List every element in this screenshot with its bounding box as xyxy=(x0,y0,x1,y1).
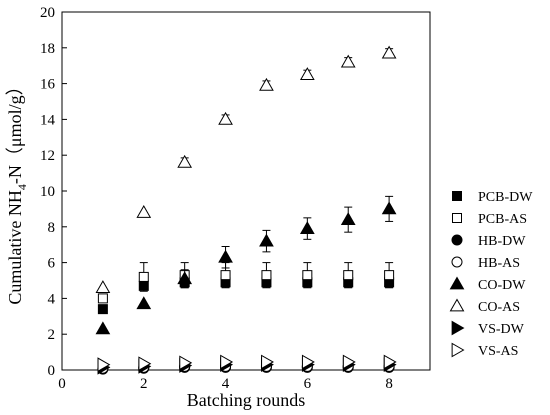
legend-item: CO-AS xyxy=(449,298,520,315)
legend-label: VS-AS xyxy=(478,344,518,359)
y-tick-label: 14 xyxy=(40,112,56,128)
data-point xyxy=(261,270,272,281)
legend-marker xyxy=(449,298,465,312)
legend-item: VS-AS xyxy=(451,342,518,359)
data-point xyxy=(138,271,149,282)
legend-label: HB-DW xyxy=(478,234,526,249)
x-tick-label: 8 xyxy=(385,376,393,392)
legend-item: PCB-AS xyxy=(452,212,527,227)
legend-item: HB-AS xyxy=(451,256,520,271)
legend-item: VS-DW xyxy=(451,320,525,337)
data-point xyxy=(138,356,152,372)
y-axis-title-main: Cumulative NH xyxy=(5,190,25,305)
data-point xyxy=(340,212,356,226)
y-axis-title-tail: -N（μmol/g） xyxy=(5,77,25,184)
y-tick-label: 16 xyxy=(40,77,56,93)
legend-marker xyxy=(449,276,465,290)
series-co-as xyxy=(95,45,397,294)
legend-label: CO-AS xyxy=(478,300,520,315)
data-point xyxy=(259,77,274,91)
x-tick-label: 6 xyxy=(304,376,312,392)
data-point xyxy=(381,201,397,215)
legend-label: HB-AS xyxy=(478,256,520,271)
y-tick-label: 20 xyxy=(40,5,55,21)
series-vs-as xyxy=(97,354,397,372)
legend-marker xyxy=(451,256,463,268)
data-point xyxy=(97,304,108,315)
y-tick-label: 2 xyxy=(48,327,56,343)
y-axis-title-subscript: 4 xyxy=(15,184,29,190)
data-point xyxy=(302,270,313,281)
data-point xyxy=(220,354,234,370)
y-tick-label: 6 xyxy=(48,256,56,272)
legend-label: CO-DW xyxy=(478,278,526,293)
data-point xyxy=(383,354,397,370)
legend-marker xyxy=(452,191,462,201)
data-point xyxy=(381,45,397,59)
data-point xyxy=(218,111,233,125)
data-point xyxy=(261,354,274,370)
legend-marker xyxy=(452,213,462,223)
y-tick-label: 12 xyxy=(40,148,55,164)
y-tick-label: 4 xyxy=(48,291,56,307)
data-point xyxy=(218,249,233,263)
data-point xyxy=(97,293,108,304)
axis-ticks: 0 2 4 6 8 0 2 4 6 8 10 12 14 16 18 20 xyxy=(40,5,393,392)
y-tick-label: 10 xyxy=(40,184,55,200)
data-point xyxy=(95,321,111,335)
data-point xyxy=(299,67,315,81)
y-tick-label: 8 xyxy=(48,220,56,236)
data-point xyxy=(177,271,193,285)
x-axis-title: Batching rounds xyxy=(187,390,306,410)
legend-label: PCB-DW xyxy=(478,190,533,205)
data-point xyxy=(342,354,356,370)
legend-marker xyxy=(451,342,465,358)
data-point xyxy=(177,154,193,168)
data-point xyxy=(343,270,354,281)
legend-item: CO-DW xyxy=(449,276,526,293)
data-point xyxy=(95,280,111,294)
data-point xyxy=(136,296,152,310)
legend-marker xyxy=(451,320,465,336)
plot-frame xyxy=(61,11,431,371)
x-tick-label: 0 xyxy=(58,376,66,392)
data-point xyxy=(301,354,315,370)
x-tick-label: 4 xyxy=(222,376,230,392)
legend-label: PCB-AS xyxy=(478,212,527,227)
data-point xyxy=(97,357,111,372)
legend-label: VS-DW xyxy=(478,322,525,337)
legend-marker xyxy=(451,234,463,246)
data-point xyxy=(299,221,315,234)
data-point xyxy=(384,270,395,281)
data-marks xyxy=(95,45,397,375)
series-co-dw xyxy=(95,195,397,335)
y-tick-label: 18 xyxy=(40,41,55,57)
y-tick-label: 0 xyxy=(48,363,56,379)
legend-item: HB-DW xyxy=(451,234,526,249)
legend: PCB-DW PCB-AS HB-DW HB-AS CO-DW CO-AS VS-DW VS-… xyxy=(449,190,533,359)
data-point xyxy=(220,270,231,281)
data-point xyxy=(136,204,152,218)
data-point xyxy=(340,54,356,68)
data-point xyxy=(179,355,193,371)
x-tick-label: 2 xyxy=(140,376,148,392)
legend-item: PCB-DW xyxy=(452,190,533,205)
y-axis-title: Cumulative NH4-N（μmol/g） xyxy=(5,77,29,304)
data-point xyxy=(259,233,274,247)
